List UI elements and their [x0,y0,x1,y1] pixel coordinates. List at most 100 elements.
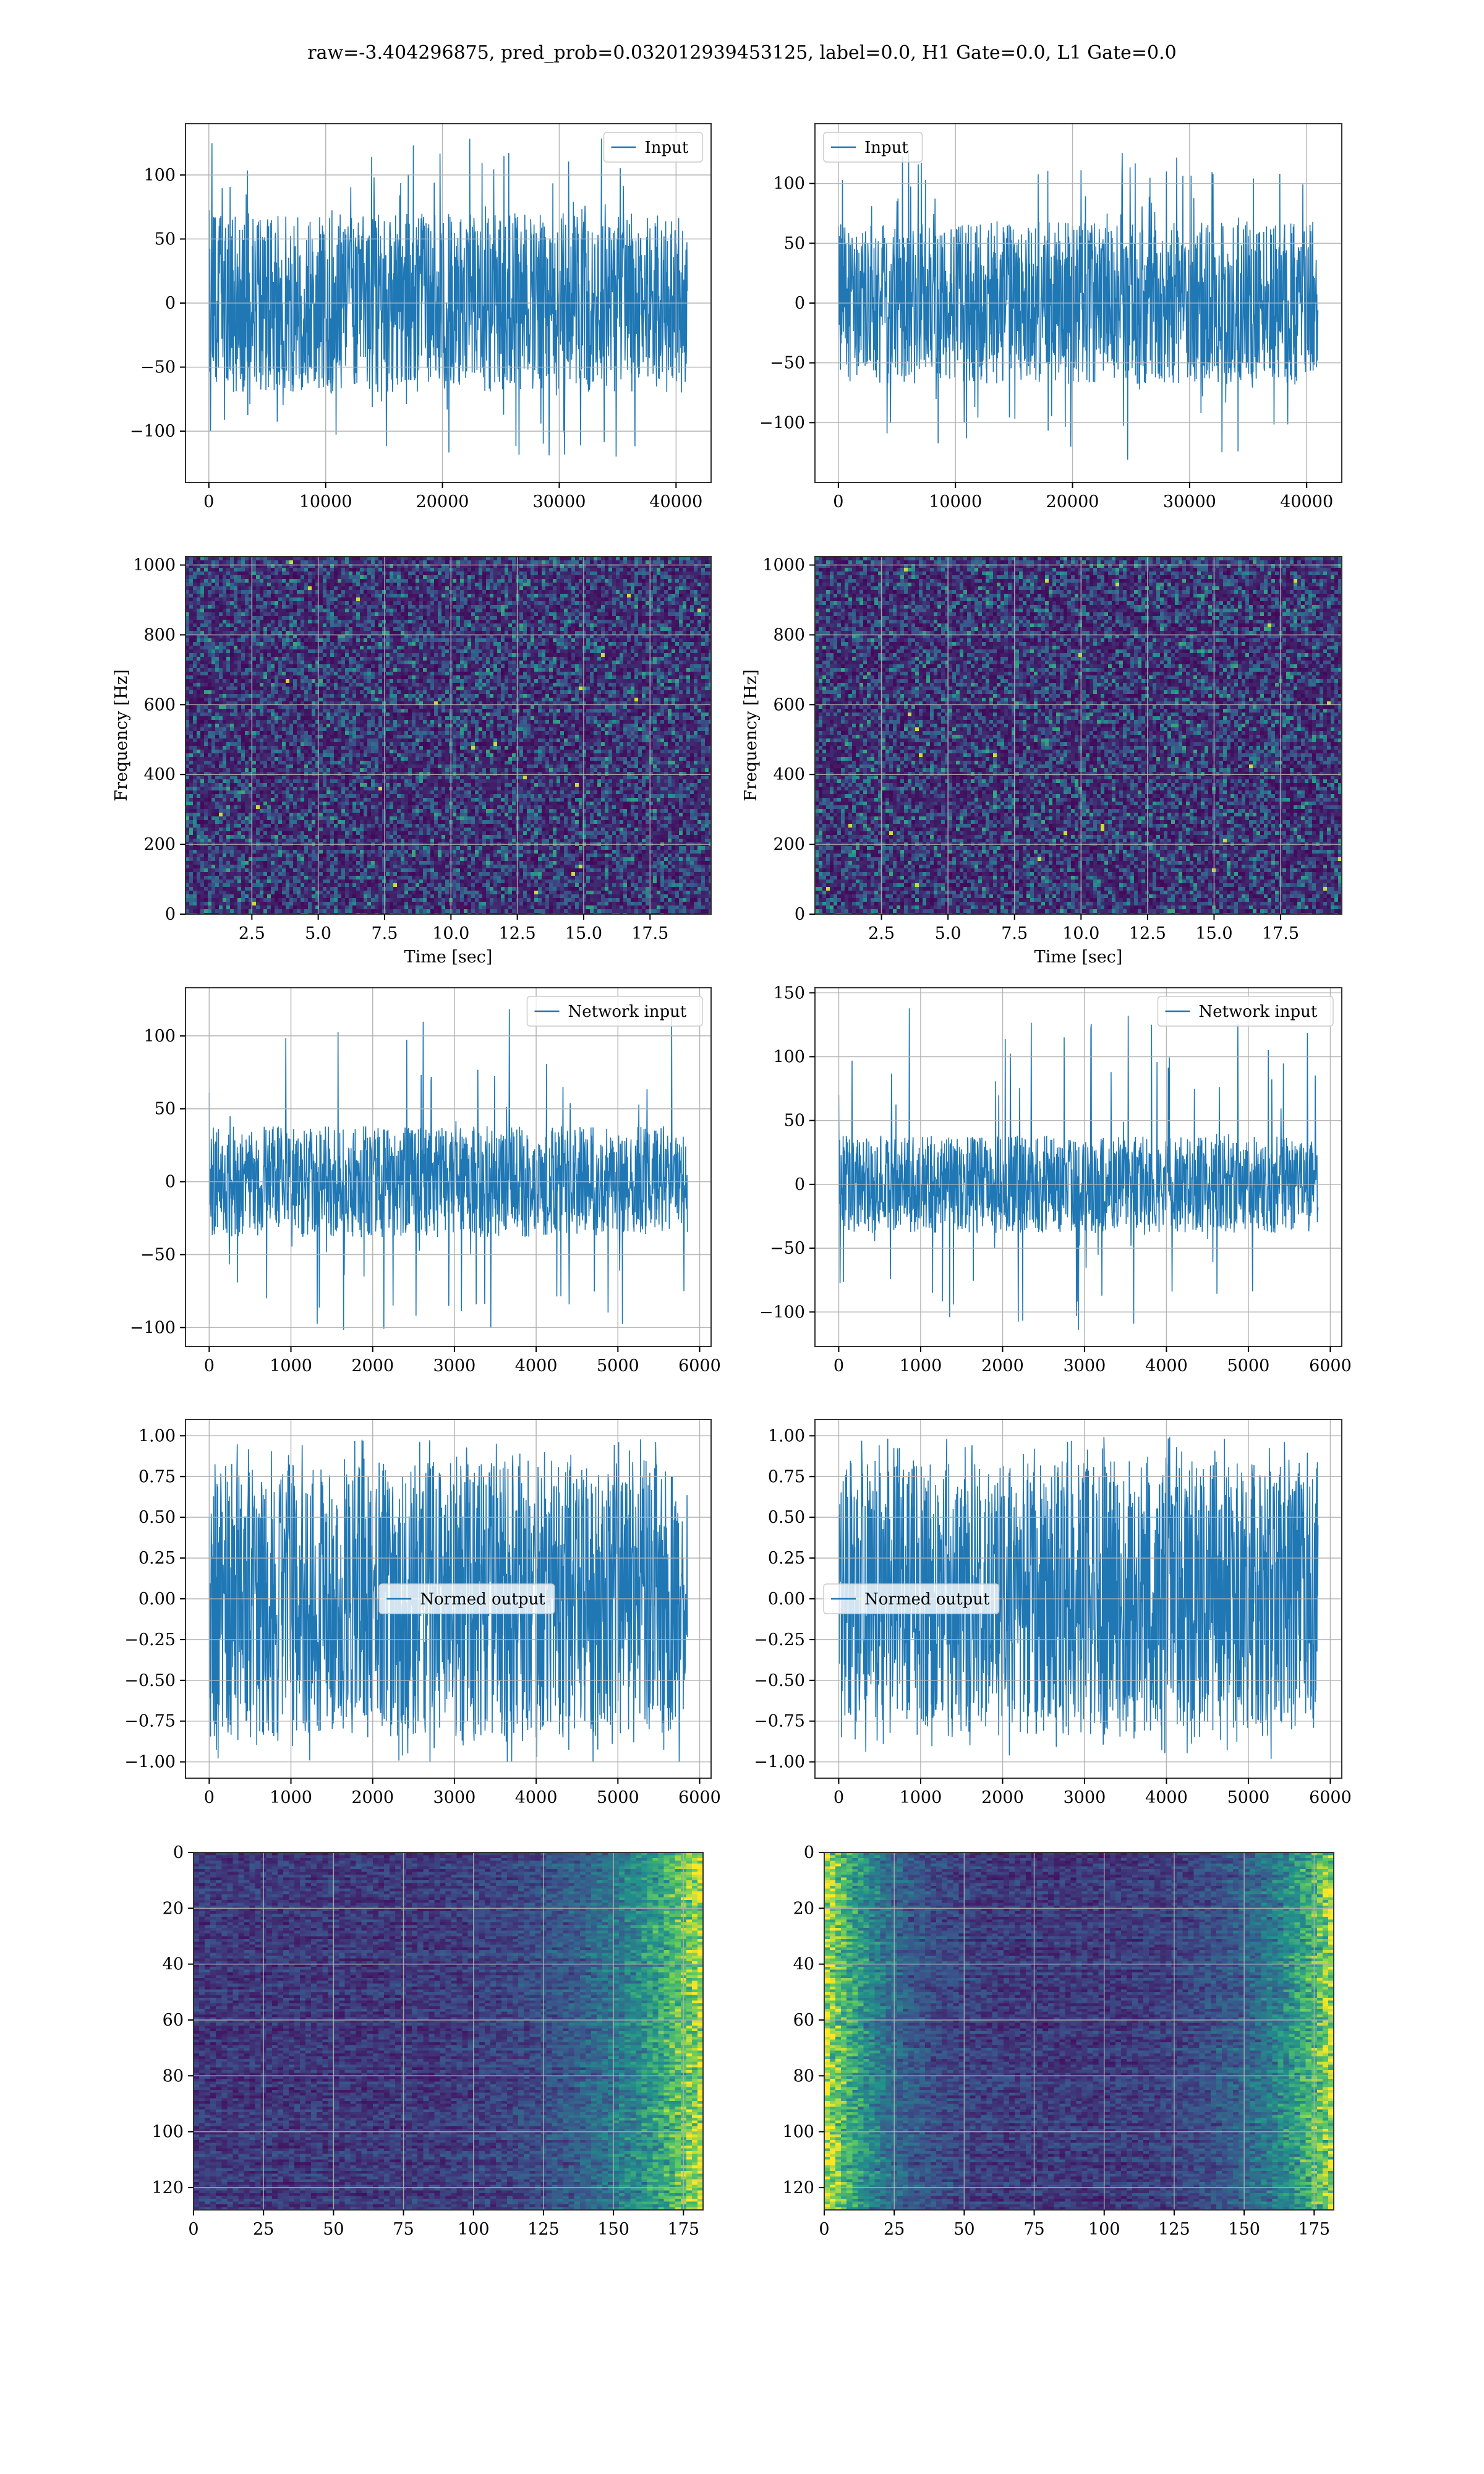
spectrogram-right-cells [815,557,1342,914]
input-right-xtick-label-2: 20000 [1046,492,1099,511]
input-right-legend-label: Input [864,139,908,157]
spectrogram-right-xtick-label-1: 5.0 [935,924,962,943]
network-input-right-ytick-label-1: −50 [770,1239,805,1258]
network-input-left-ytick-label-0: −100 [130,1318,176,1337]
normed-output-left-xtick-label-1: 1000 [270,1788,312,1807]
feature-map-left-xtick-label-5: 125 [527,2220,560,2239]
normed-output-left-xtick-label-6: 6000 [678,1788,721,1807]
network-input-right-ytick-label-2: 0 [795,1175,805,1194]
feature-map-right-plot-area [824,1852,1334,2210]
feature-map-right-frame [824,1852,1334,2211]
normed-output-left-panel: 0 1000 2000 3000 4000 5000 6000 −1.00 −0.75 −0.50… [124,1419,721,1807]
normed-output-right-ytick-label-4: 0.00 [768,1590,805,1609]
spectrogram-right-xtick-label-0: 2.5 [868,924,895,943]
spectrogram-right-xlabel: Time [sec] [1034,948,1123,967]
normed-output-right-xtick-label-3: 3000 [1064,1788,1106,1807]
spectrogram-left-ytick-label-5: 1000 [133,556,176,575]
network-input-left-series-line [208,1009,688,1330]
input-left-xtick-label-3: 30000 [532,492,586,511]
normed-output-right-ytick-label-3: −0.25 [754,1630,805,1650]
network-input-right-xtick-label-2: 2000 [981,1356,1024,1376]
network-input-right-xtick-label-1: 1000 [900,1356,942,1376]
network-input-left-xtick-label-5: 5000 [597,1356,639,1376]
normed-output-right-xtick-label-2: 2000 [981,1788,1024,1807]
spectrogram-right-ytick-label-5: 1000 [762,556,805,575]
normed-output-left-xtick-label-0: 0 [204,1788,215,1807]
normed-output-left-ytick-label-3: −0.25 [124,1630,176,1650]
input-right-ytick-label-0: −100 [759,413,805,432]
spectrogram-right-xtick-label-4: 12.5 [1129,924,1166,943]
feature-map-left-frame [193,1852,704,2211]
spectrogram-left-panel: 2.5 5.0 7.5 10.0 12.5 15.0 17.5 0 200 400 600 800 10… [112,556,712,967]
network-input-left-xtick-label-3: 3000 [433,1356,476,1376]
spectrogram-right-ytick-label-2: 400 [773,765,805,784]
spectrogram-left-ylabel: Frequency [Hz] [112,669,131,801]
normed-output-right-xtick-label-1: 1000 [900,1788,942,1807]
normed-output-left-grid [186,1419,711,1778]
spectrogram-left-xtick-label-6: 17.5 [631,924,668,943]
input-right-xtick-label-1: 10000 [929,492,982,511]
network-input-left-plot-area [208,1009,688,1330]
network-input-right-xtick-label-3: 3000 [1064,1356,1106,1376]
network-input-left-xtick-label-4: 4000 [515,1356,558,1376]
input-left-xtick-label-2: 20000 [416,492,469,511]
feature-map-right-xtick-label-4: 100 [1088,2220,1120,2239]
normed-output-left-ytick-label-6: 0.50 [139,1508,176,1527]
input-right-series-line [838,150,1319,460]
input-right-ytick-label-3: 50 [784,234,805,253]
feature-map-left-xtick-label-4: 100 [458,2220,490,2239]
normed-output-right-ytick-label-8: 1.00 [768,1426,805,1445]
input-left-ytick-label-4: 100 [143,166,176,185]
spectrogram-right-ytick-label-3: 600 [773,695,805,714]
normed-output-left-xtick-label-3: 3000 [433,1788,476,1807]
normed-output-left-ytick-label-4: 0.00 [139,1590,176,1609]
network-input-left-frame [185,987,712,1347]
network-input-left-panel: 0 1000 2000 3000 4000 5000 6000 −100 −50 0 50 100 Ne… [130,987,721,1376]
input-left-xtick-label-1: 10000 [299,492,352,511]
feature-map-left-xtick-label-7: 175 [668,2220,700,2239]
feature-map-left-ytick-label-3: 60 [163,2011,184,2030]
network-input-left-ytick-label-4: 100 [143,1027,176,1046]
feature-map-right-xtick-label-0: 0 [819,2220,829,2239]
normed-output-right-series-line [838,1437,1319,1759]
input-right-xtick-label-0: 0 [833,492,843,511]
spectrogram-left-ytick-label-1: 200 [143,835,176,854]
normed-output-right-legend-label: Normed output [864,1590,990,1609]
normed-output-left-xtick-label-5: 5000 [597,1788,639,1807]
network-input-right-legend: Network input [1157,996,1334,1027]
feature-map-left-cells [194,1852,703,2210]
feature-map-right-ytick-label-3: 60 [793,2011,814,2030]
normed-output-right-ytick-label-1: −0.75 [754,1712,805,1731]
network-input-right-grid [815,988,1342,1346]
input-left-ytick-label-2: 0 [165,294,176,313]
input-left-legend: Input [603,132,703,163]
feature-map-left-ytick-label-2: 40 [163,1955,184,1974]
normed-output-left-ytick-label-8: 1.00 [139,1426,176,1445]
network-input-right-xtick-label-6: 6000 [1309,1356,1352,1376]
spectrogram-right-ytick-label-1: 200 [773,835,805,854]
feature-map-right-ytick-label-1: 20 [793,1899,814,1918]
normed-output-left-xtick-label-4: 4000 [515,1788,558,1807]
normed-output-right-xtick-label-5: 5000 [1227,1788,1270,1807]
input-left-grid [186,124,711,482]
spectrogram-right-ytick-label-0: 0 [795,905,805,924]
input-left-series-line [208,138,688,457]
normed-output-right-xtick-label-4: 4000 [1145,1788,1188,1807]
network-input-left-grid [186,988,711,1346]
normed-output-right-xtick-label-6: 6000 [1309,1788,1352,1807]
input-right-grid [815,124,1342,482]
network-input-left-xtick-label-0: 0 [204,1356,215,1376]
feature-map-left-ytick-label-5: 100 [151,2123,184,2142]
input-left-xtick-label-0: 0 [203,492,214,511]
network-input-right-panel: 0 1000 2000 3000 4000 5000 6000 −100 −50 0 50 100 15… [759,983,1352,1376]
normed-output-left-xtick-label-2: 2000 [351,1788,394,1807]
normed-output-right-legend: Normed output [823,1583,1000,1614]
spectrogram-left-ytick-label-4: 800 [143,625,176,644]
normed-output-left-ytick-label-5: 0.25 [139,1549,176,1568]
spectrogram-left-xtick-label-4: 12.5 [499,924,536,943]
spectrogram-right-ylabel: Frequency [Hz] [741,669,761,801]
spectrogram-left-ytick-label-3: 600 [143,695,176,714]
feature-map-right-xtick-label-1: 25 [884,2220,905,2239]
spectrogram-left-xtick-label-0: 2.5 [239,924,265,943]
